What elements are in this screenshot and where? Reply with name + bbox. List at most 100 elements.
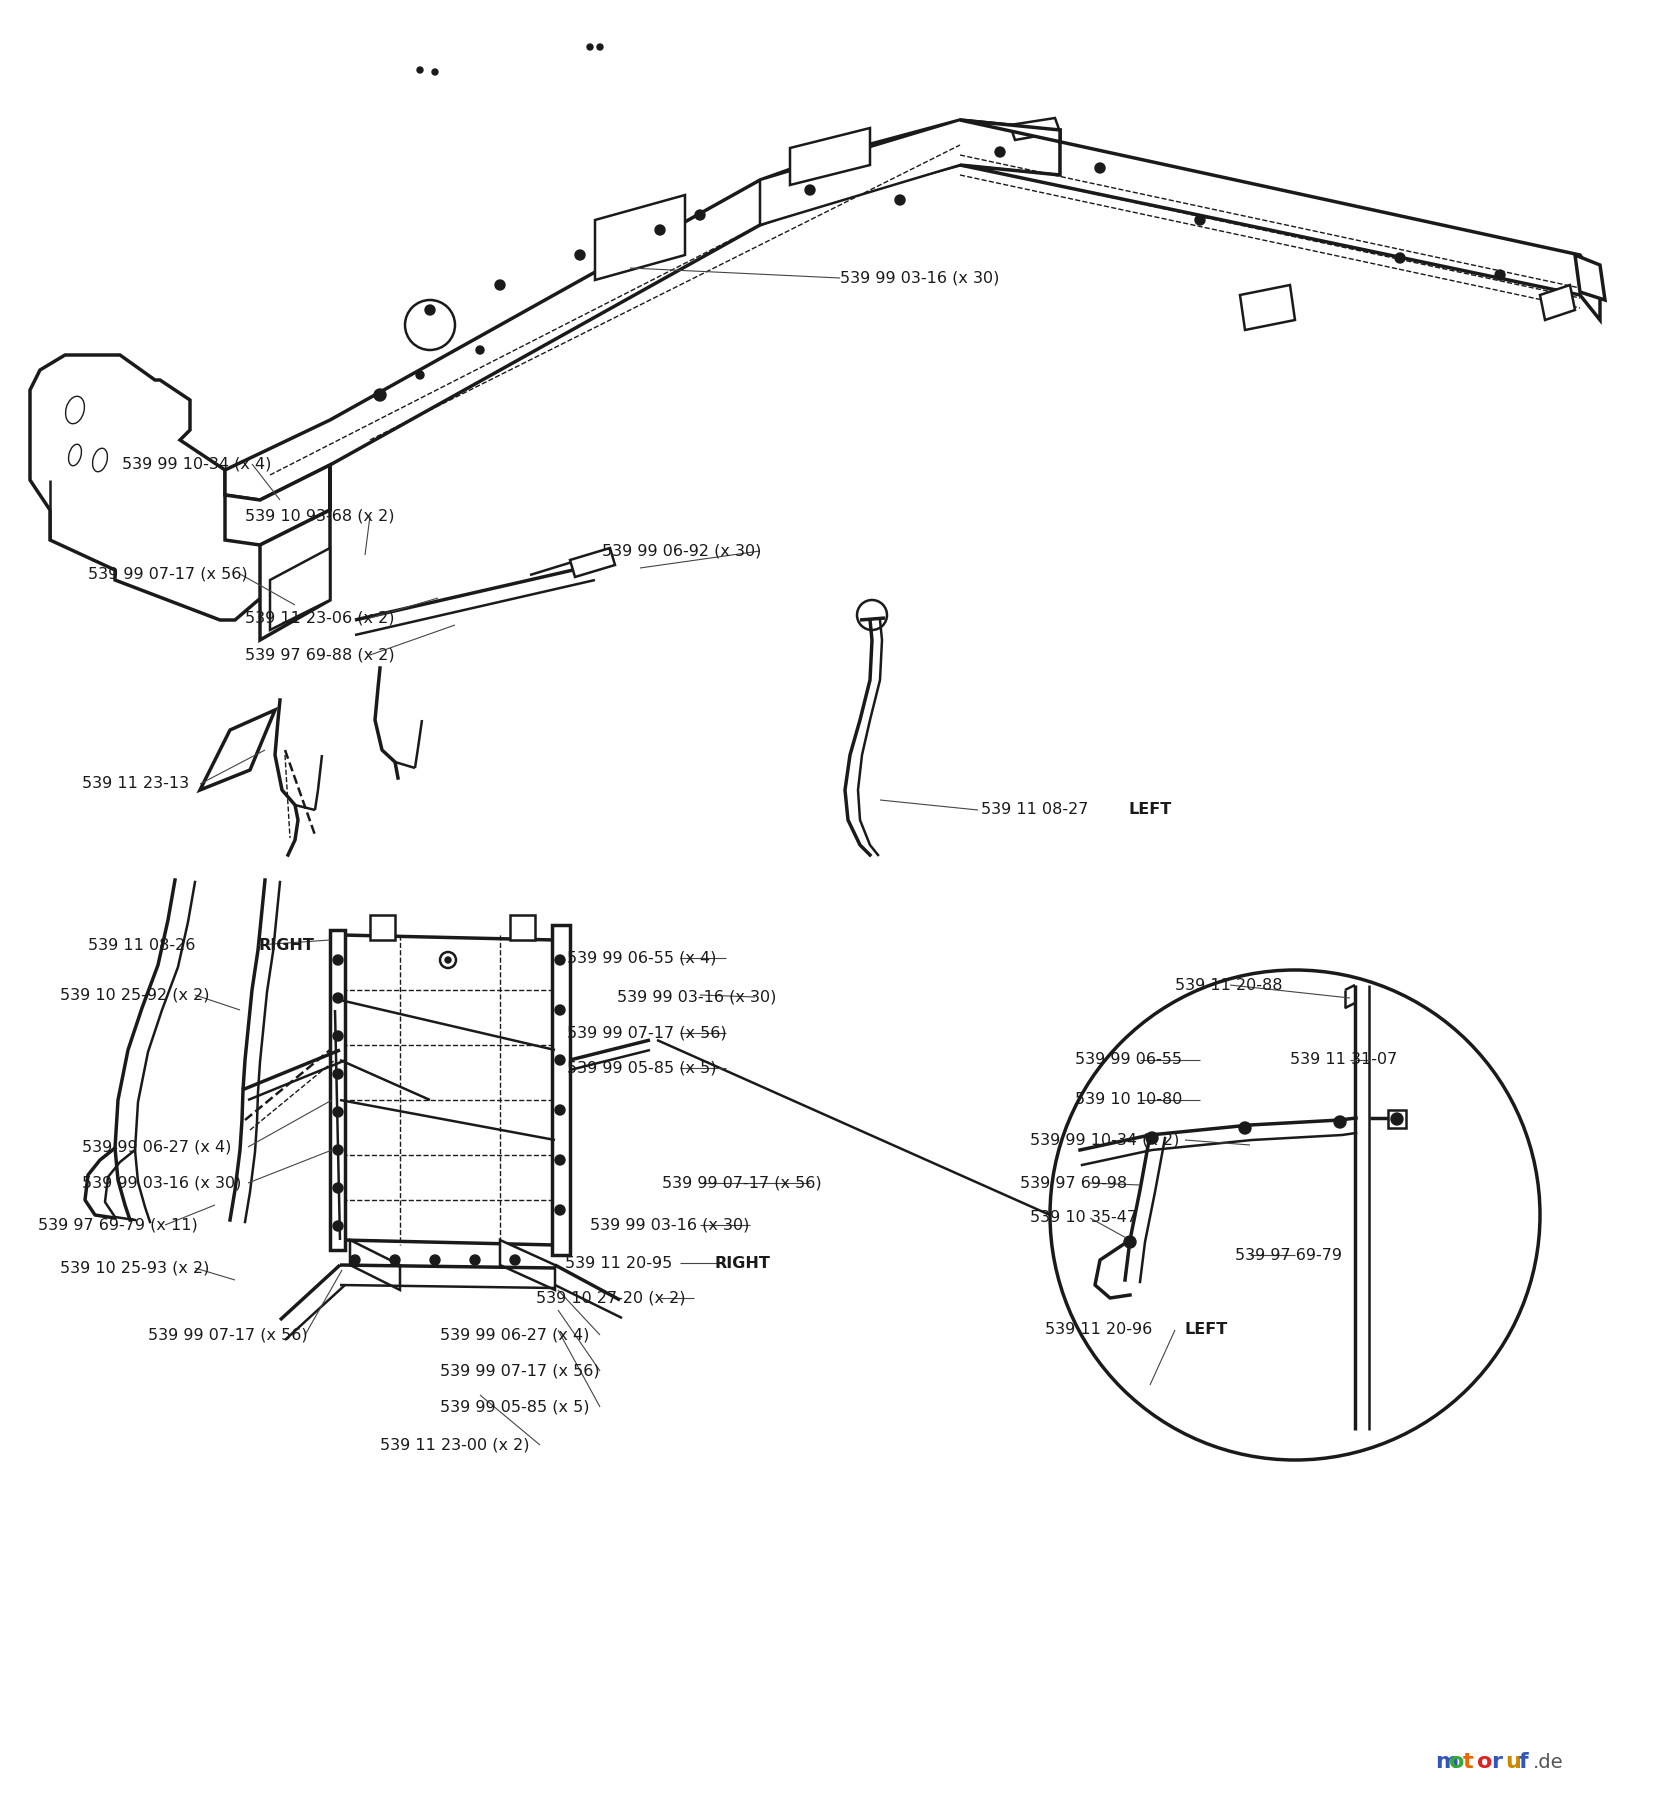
- Ellipse shape: [68, 445, 82, 466]
- Circle shape: [1390, 1112, 1404, 1125]
- Polygon shape: [1576, 256, 1606, 301]
- Text: 539 11 08-26: 539 11 08-26: [88, 938, 200, 952]
- Text: 539 99 07-17 (x 56): 539 99 07-17 (x 56): [149, 1328, 307, 1343]
- Polygon shape: [1540, 284, 1576, 320]
- Text: 539 99 06-55: 539 99 06-55: [1075, 1053, 1182, 1067]
- Polygon shape: [501, 1240, 556, 1291]
- Ellipse shape: [92, 448, 107, 472]
- Circle shape: [417, 67, 422, 74]
- Text: 539 10 27-20 (x 2): 539 10 27-20 (x 2): [536, 1291, 686, 1305]
- Text: RIGHT: RIGHT: [714, 1256, 769, 1271]
- Text: 539 99 06-55 (x 4): 539 99 06-55 (x 4): [567, 950, 716, 965]
- Text: 539 10 25-93 (x 2): 539 10 25-93 (x 2): [60, 1260, 209, 1276]
- Circle shape: [804, 185, 814, 194]
- Circle shape: [511, 1255, 521, 1265]
- Text: 539 11 08-27: 539 11 08-27: [981, 803, 1093, 817]
- Circle shape: [587, 43, 592, 50]
- Circle shape: [334, 994, 344, 1003]
- Text: 539 99 07-17 (x 56): 539 99 07-17 (x 56): [88, 567, 247, 581]
- Circle shape: [374, 389, 386, 401]
- Polygon shape: [596, 194, 684, 281]
- Circle shape: [334, 1031, 344, 1040]
- Text: r: r: [1490, 1751, 1502, 1771]
- Polygon shape: [225, 121, 1060, 500]
- Text: 539 11 23-06 (x 2): 539 11 23-06 (x 2): [245, 610, 394, 626]
- Text: LEFT: LEFT: [1185, 1323, 1228, 1337]
- Circle shape: [654, 225, 664, 236]
- Polygon shape: [571, 547, 614, 578]
- Circle shape: [496, 281, 506, 290]
- Polygon shape: [330, 931, 345, 1249]
- Text: t: t: [1464, 1751, 1474, 1771]
- Polygon shape: [260, 464, 330, 641]
- Text: 539 99 10-34 (x 4): 539 99 10-34 (x 4): [122, 457, 272, 472]
- Text: 539 10 25-92 (x 2): 539 10 25-92 (x 2): [60, 988, 210, 1003]
- Text: 539 97 69-88 (x 2): 539 97 69-88 (x 2): [245, 648, 394, 662]
- Polygon shape: [350, 1240, 401, 1291]
- Polygon shape: [1010, 119, 1060, 140]
- Circle shape: [334, 1220, 344, 1231]
- Text: 539 99 06-27 (x 4): 539 99 06-27 (x 4): [441, 1328, 589, 1343]
- Circle shape: [416, 371, 424, 380]
- Text: 539 11 20-95: 539 11 20-95: [566, 1256, 678, 1271]
- Text: 539 99 05-85 (x 5): 539 99 05-85 (x 5): [441, 1400, 589, 1415]
- Circle shape: [895, 194, 905, 205]
- Circle shape: [350, 1255, 361, 1265]
- Polygon shape: [552, 925, 571, 1255]
- Text: 539 99 10-34 (x 2): 539 99 10-34 (x 2): [1030, 1132, 1180, 1148]
- Text: u: u: [1505, 1751, 1520, 1771]
- Polygon shape: [371, 914, 396, 940]
- Circle shape: [598, 43, 603, 50]
- Circle shape: [1123, 1237, 1137, 1247]
- Text: f: f: [1519, 1751, 1529, 1771]
- Circle shape: [556, 1156, 566, 1165]
- Polygon shape: [759, 121, 1060, 225]
- Text: .de: .de: [1534, 1753, 1564, 1771]
- Bar: [1389, 1111, 1405, 1129]
- Text: 539 99 05-85 (x 5): 539 99 05-85 (x 5): [567, 1060, 716, 1075]
- Circle shape: [334, 956, 344, 965]
- Text: 539 11 20-96: 539 11 20-96: [1045, 1323, 1157, 1337]
- Circle shape: [556, 1055, 566, 1066]
- Polygon shape: [960, 121, 1601, 320]
- Circle shape: [1195, 214, 1205, 225]
- Polygon shape: [225, 464, 330, 545]
- Circle shape: [556, 956, 566, 965]
- Circle shape: [426, 304, 436, 315]
- Text: 539 10 35-47: 539 10 35-47: [1030, 1210, 1137, 1226]
- Circle shape: [431, 1255, 441, 1265]
- Circle shape: [432, 68, 437, 76]
- Circle shape: [995, 148, 1005, 157]
- Circle shape: [1334, 1116, 1345, 1129]
- Text: RIGHT: RIGHT: [259, 938, 314, 952]
- Text: o: o: [1477, 1751, 1492, 1771]
- Circle shape: [1395, 254, 1405, 263]
- Polygon shape: [30, 355, 270, 619]
- Text: o: o: [1449, 1751, 1464, 1771]
- Polygon shape: [342, 934, 556, 1246]
- Circle shape: [334, 1183, 344, 1193]
- Circle shape: [446, 958, 451, 963]
- Circle shape: [556, 1105, 566, 1114]
- Text: 539 99 07-17 (x 56): 539 99 07-17 (x 56): [567, 1026, 726, 1040]
- Polygon shape: [789, 128, 870, 185]
- Text: 539 99 07-17 (x 56): 539 99 07-17 (x 56): [663, 1175, 821, 1190]
- Text: 539 99 07-17 (x 56): 539 99 07-17 (x 56): [441, 1364, 599, 1379]
- Circle shape: [556, 1004, 566, 1015]
- Text: 539 99 03-16 (x 30): 539 99 03-16 (x 30): [840, 270, 1000, 286]
- Text: 539 11 23-13: 539 11 23-13: [82, 776, 189, 792]
- Circle shape: [576, 250, 586, 259]
- Circle shape: [476, 346, 484, 355]
- Circle shape: [334, 1145, 344, 1156]
- Text: LEFT: LEFT: [1128, 803, 1172, 817]
- Text: 539 97 69-79: 539 97 69-79: [1235, 1247, 1342, 1262]
- Polygon shape: [200, 709, 275, 790]
- Ellipse shape: [65, 396, 85, 423]
- Text: 539 11 31-07: 539 11 31-07: [1290, 1053, 1397, 1067]
- Text: 539 97 69-79 (x 11): 539 97 69-79 (x 11): [38, 1217, 197, 1233]
- Text: 539 99 03-16 (x 30): 539 99 03-16 (x 30): [591, 1217, 749, 1233]
- Text: 539 11 20-88: 539 11 20-88: [1175, 977, 1282, 992]
- Circle shape: [334, 1069, 344, 1078]
- Circle shape: [334, 1107, 344, 1118]
- Circle shape: [694, 211, 704, 220]
